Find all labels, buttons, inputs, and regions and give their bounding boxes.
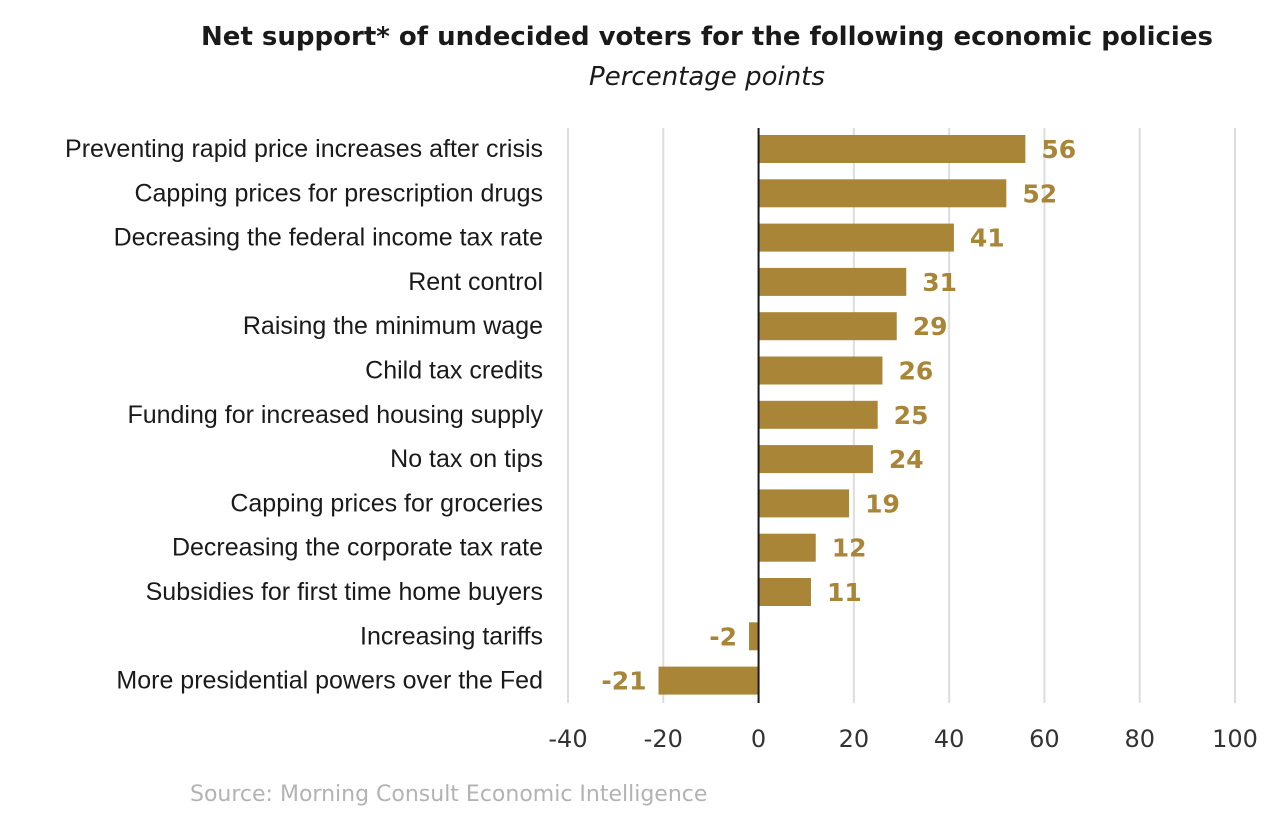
bar bbox=[658, 666, 759, 695]
x-tick-label: -20 bbox=[644, 725, 683, 753]
value-label: 19 bbox=[865, 489, 900, 518]
bar bbox=[758, 533, 816, 562]
x-tick-label: 60 bbox=[1029, 725, 1060, 753]
category-label: Funding for increased housing supply bbox=[127, 401, 543, 429]
category-label: Preventing rapid price increases after c… bbox=[65, 135, 543, 163]
category-label: Subsidies for first time home buyers bbox=[146, 578, 543, 606]
bar bbox=[758, 356, 883, 385]
bars bbox=[658, 135, 1026, 695]
category-label: Child tax credits bbox=[365, 357, 543, 385]
value-label: 24 bbox=[889, 445, 924, 474]
value-label: 29 bbox=[913, 312, 948, 341]
source-note: Source: Morning Consult Economic Intelli… bbox=[190, 782, 708, 807]
x-tick-label: -40 bbox=[548, 725, 587, 753]
x-tick-label: 40 bbox=[934, 725, 965, 753]
x-tick-label: 100 bbox=[1212, 725, 1258, 753]
chart-subtitle: Percentage points bbox=[589, 62, 825, 92]
value-label: -2 bbox=[709, 622, 737, 651]
category-label: Rent control bbox=[408, 268, 543, 296]
category-label: No tax on tips bbox=[390, 445, 543, 473]
value-label: 31 bbox=[922, 268, 957, 297]
bar bbox=[758, 489, 850, 518]
value-label: 52 bbox=[1022, 179, 1057, 208]
bar bbox=[758, 179, 1007, 208]
category-label: Capping prices for groceries bbox=[230, 489, 543, 517]
category-label: More presidential powers over the Fed bbox=[116, 667, 543, 695]
bar bbox=[758, 223, 954, 252]
bar bbox=[758, 445, 873, 474]
value-label: 12 bbox=[832, 534, 867, 563]
value-label: -21 bbox=[601, 667, 646, 696]
bar bbox=[758, 267, 907, 296]
value-label: 11 bbox=[827, 578, 862, 607]
bar bbox=[758, 312, 897, 341]
x-tick-label: 80 bbox=[1124, 725, 1155, 753]
category-label: Increasing tariffs bbox=[360, 622, 543, 650]
labels: -40 -20 0 20 40 60 80 100 Preventing rapid price… bbox=[65, 135, 1258, 753]
value-label: 26 bbox=[898, 357, 933, 386]
value-label: 56 bbox=[1041, 135, 1076, 164]
bar bbox=[758, 135, 1026, 163]
category-label: Decreasing the corporate tax rate bbox=[172, 534, 543, 562]
value-label: 41 bbox=[970, 224, 1005, 253]
bar-chart: -40 -20 0 20 40 60 80 100 Preventing rapid price… bbox=[65, 128, 1258, 753]
x-tick-label: 20 bbox=[839, 725, 870, 753]
bar bbox=[758, 400, 878, 429]
chart-title: Net support* of undecided voters for the… bbox=[201, 22, 1213, 52]
value-label: 25 bbox=[894, 401, 929, 430]
bar bbox=[758, 578, 811, 606]
category-label: Capping prices for prescription drugs bbox=[134, 179, 543, 207]
bar bbox=[749, 622, 759, 651]
category-label: Raising the minimum wage bbox=[243, 312, 543, 340]
category-label: Decreasing the federal income tax rate bbox=[114, 224, 543, 252]
x-tick-label: 0 bbox=[751, 725, 766, 753]
